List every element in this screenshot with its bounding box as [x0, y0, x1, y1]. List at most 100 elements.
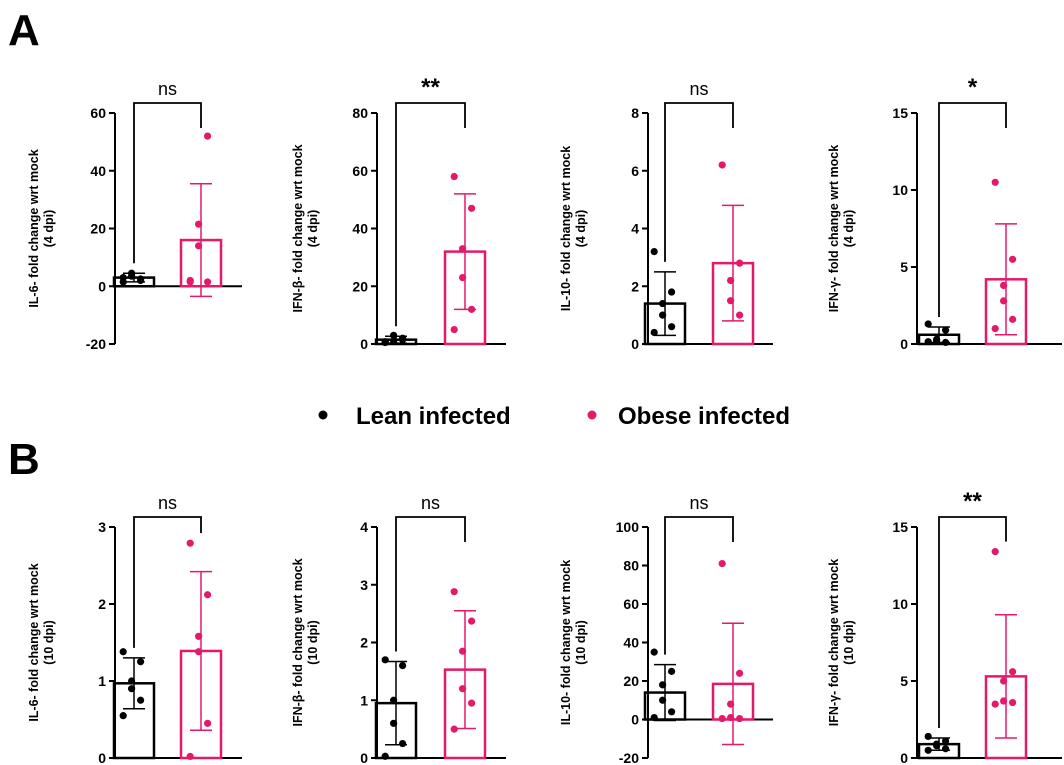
panel-letter-a: A [8, 6, 40, 55]
y-tick-label: 20 [352, 278, 368, 294]
data-point [399, 662, 407, 670]
data-point [128, 677, 136, 685]
data-point [450, 172, 458, 181]
y-tick-label: 0 [98, 278, 106, 294]
y-tick-label: 100 [616, 519, 640, 535]
chart-8: 0 5 10 15 IFN-γ- fold change wrt mock(10 dpi… [827, 488, 1062, 765]
y-tick-label: 10 [892, 596, 908, 612]
data-point [128, 685, 136, 693]
data-point [668, 288, 676, 296]
data-point [727, 297, 735, 305]
y-tick-label: 2 [631, 278, 639, 294]
y-tick-label: 1 [98, 673, 106, 689]
y-tick-label: -20 [86, 336, 106, 352]
data-point [468, 699, 476, 707]
data-point [390, 719, 398, 727]
data-point [186, 276, 194, 285]
legend-marker-obese [587, 410, 597, 420]
data-point [924, 732, 932, 741]
significance-bracket [664, 102, 734, 262]
legend-label-lean: Lean infected [356, 403, 511, 430]
data-point [381, 752, 389, 760]
legend: Lean infected Obese infected [318, 403, 790, 430]
y-tick-label: 60 [90, 105, 106, 121]
y-tick-label: 60 [352, 163, 368, 179]
chart-2: 0 20 40 60 80 IFN-β- fold change wrt mock(4 d… [291, 74, 506, 352]
data-point [186, 539, 194, 547]
legend-label-obese: Obese infected [618, 403, 790, 430]
data-point [668, 708, 676, 716]
y-axis-label: IL-6- fold change wrt mock(4 dpi) [27, 149, 56, 307]
data-point [1009, 668, 1017, 676]
data-point [718, 161, 726, 169]
data-point [195, 220, 203, 228]
data-point [659, 696, 667, 704]
data-point [942, 326, 950, 334]
y-tick-label: 0 [98, 750, 106, 765]
data-point [119, 648, 127, 656]
data-point [468, 204, 476, 212]
data-point [186, 752, 194, 761]
significance-bracket [938, 516, 1007, 728]
y-tick-label: 40 [352, 221, 368, 237]
significance-label: ns [689, 493, 708, 513]
data-point [1009, 315, 1017, 323]
significance-bracket [395, 102, 466, 327]
data-point [450, 588, 458, 596]
y-tick-label: 20 [623, 673, 639, 689]
data-point [924, 320, 932, 328]
data-point [718, 714, 726, 723]
data-point [933, 337, 941, 345]
data-point [924, 338, 932, 346]
data-point [1009, 698, 1017, 707]
legend-marker-lean [318, 410, 328, 420]
y-tick-label: 40 [623, 635, 639, 651]
y-tick-label: 15 [892, 105, 908, 121]
data-point [991, 548, 999, 556]
data-point [1000, 297, 1008, 305]
y-tick-label: -20 [619, 750, 639, 765]
panel-letter-b: B [8, 435, 40, 484]
significance-bracket [938, 102, 1007, 318]
data-point [195, 648, 203, 656]
y-axis-label: IFN-β- fold change wrt mock(4 dpi) [291, 144, 320, 312]
y-axis-label: IFN-γ- fold change wrt mock(4 dpi) [827, 145, 856, 312]
data-point [659, 311, 667, 319]
data-point [650, 328, 658, 337]
chart-1: -20 0 20 40 60 IL-6- fold change wrt mock(4 d… [27, 79, 242, 352]
significance-label: ns [689, 79, 708, 99]
data-point [727, 276, 735, 285]
y-tick-label: 0 [900, 336, 908, 352]
data-point [390, 331, 398, 339]
significance-label: ns [158, 79, 177, 99]
data-point [204, 591, 212, 599]
data-point [399, 739, 407, 748]
y-tick-label: 0 [360, 336, 368, 352]
significance-label: ns [421, 493, 440, 513]
y-tick-label: 4 [631, 221, 639, 237]
y-tick-label: 4 [360, 519, 368, 535]
data-point [942, 745, 950, 753]
data-point [459, 647, 467, 655]
data-point [650, 713, 658, 722]
y-axis-label: IL-10- fold change wrt mock(10 dpi) [559, 560, 588, 725]
significance-bracket [395, 516, 466, 652]
y-tick-label: 2 [98, 596, 106, 612]
data-point [381, 656, 389, 664]
chart-3: 0 2 4 6 8 IL-10- fold change wrt mock(4 dpi) n… [559, 79, 773, 352]
data-point [459, 245, 467, 253]
chart-4: 0 5 10 15 IFN-γ- fold change wrt mock(4 dpi)… [827, 74, 1062, 352]
data-point [195, 242, 203, 250]
data-point [736, 311, 744, 319]
data-point [736, 669, 744, 677]
significance-label: ** [421, 74, 440, 101]
data-point [390, 696, 398, 704]
chart-6: 0 1 2 3 4 IFN-β- fold change wrt mock(10 dpi)… [291, 493, 506, 765]
data-point [204, 278, 212, 286]
y-tick-label: 10 [892, 182, 908, 198]
y-tick-label: 6 [631, 163, 639, 179]
data-point [668, 323, 676, 331]
data-point [1000, 281, 1008, 290]
chart-7: -20 0 20 40 60 80 100 IL-10- fold change wrt mo… [559, 493, 773, 765]
y-tick-label: 0 [631, 336, 639, 352]
